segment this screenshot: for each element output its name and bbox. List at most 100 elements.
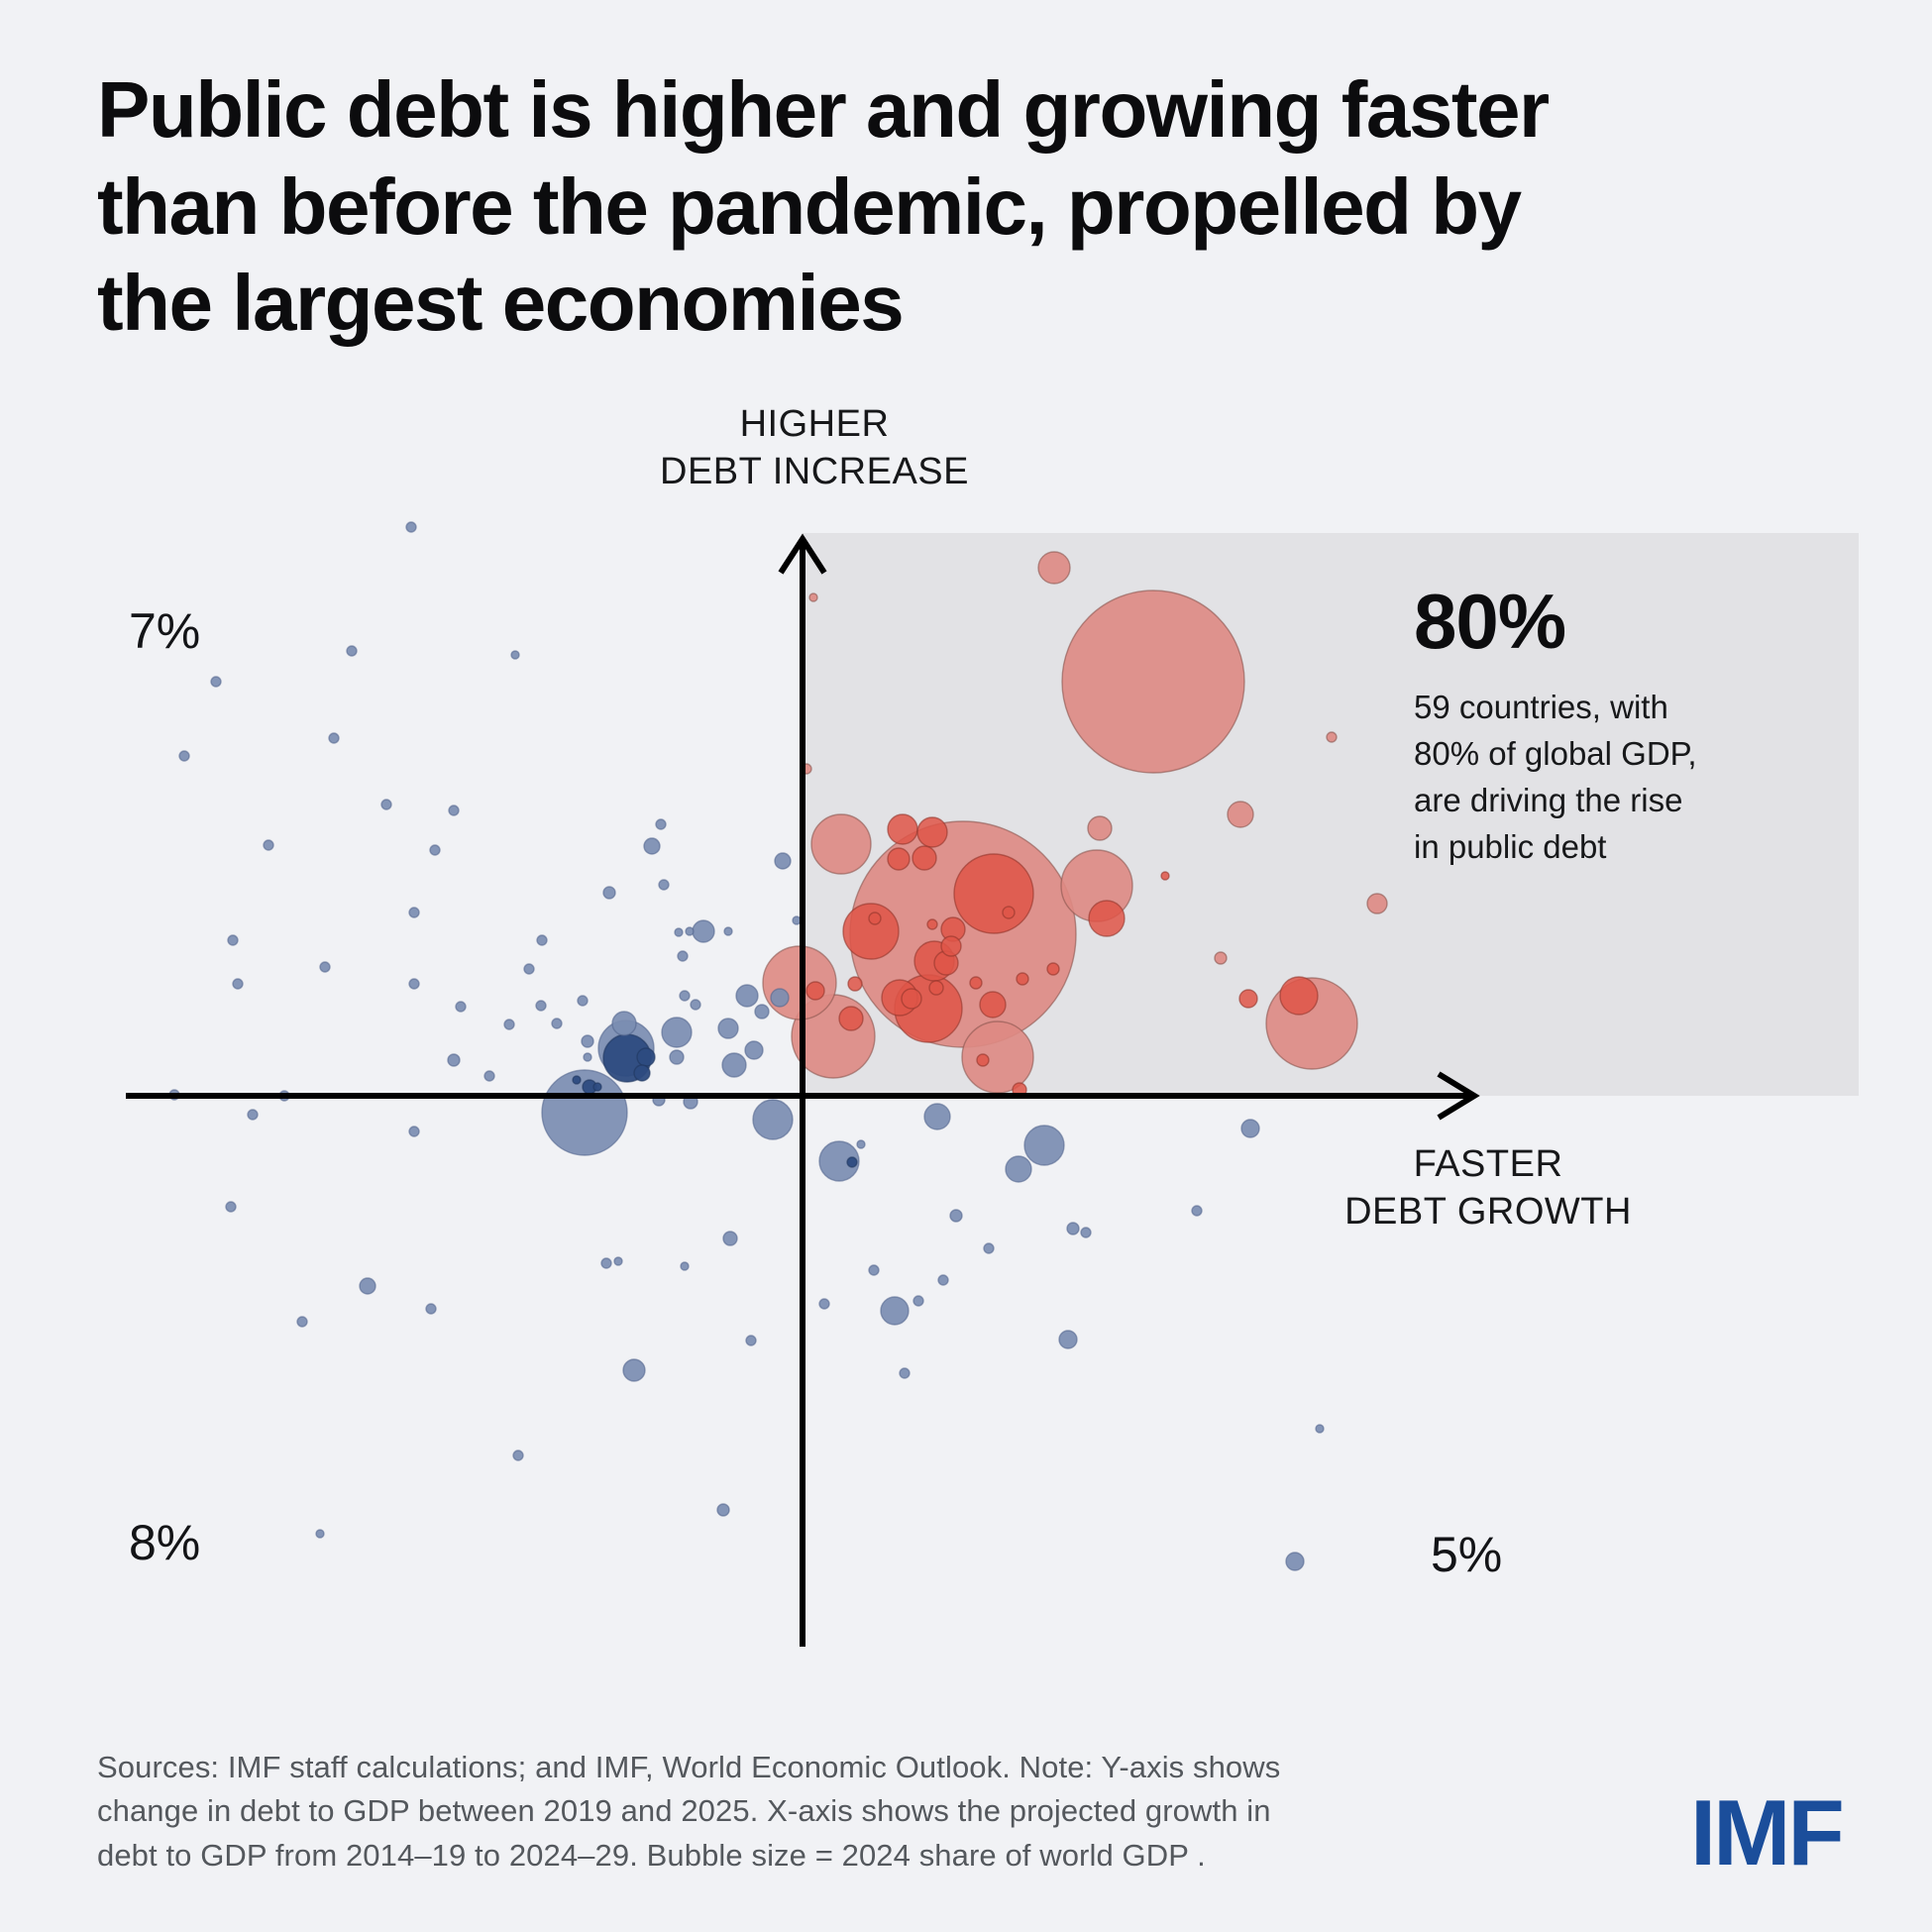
source-note-line-2: change in debt to GDP between 2019 and 2… xyxy=(97,1793,1271,1829)
bubble-lb xyxy=(232,978,244,990)
bubble-lr xyxy=(810,813,872,875)
bubble-lb xyxy=(912,1295,924,1307)
bubble-lb xyxy=(722,1231,738,1246)
bubble-lb xyxy=(692,919,715,943)
bubble-lb xyxy=(754,1004,770,1020)
bubble-lb xyxy=(868,1264,880,1276)
bubble-lb xyxy=(1066,1222,1080,1235)
bubble-lr xyxy=(1326,731,1338,743)
bubble-lb xyxy=(717,1018,739,1039)
bubble-lb xyxy=(622,1358,646,1382)
bubble-lb xyxy=(210,676,222,688)
bubble-lb xyxy=(600,1257,612,1269)
bubble-lb xyxy=(296,1316,308,1328)
bubble-lb xyxy=(536,934,548,946)
bubble-dr xyxy=(838,1006,864,1031)
bubble-dr xyxy=(1238,989,1258,1009)
bubble-dr xyxy=(928,980,944,996)
bubble-dr xyxy=(926,918,938,930)
bubble-dr xyxy=(1279,976,1319,1016)
bubble-lb xyxy=(551,1018,563,1029)
bubble-lb xyxy=(503,1019,515,1030)
bubble-lb xyxy=(880,1296,910,1326)
bubble-db xyxy=(633,1064,651,1082)
bubble-lb xyxy=(1058,1330,1078,1349)
bubble-lb xyxy=(380,799,392,810)
bubble-lb xyxy=(1191,1205,1203,1217)
bubble-lb xyxy=(541,1069,628,1156)
x-axis-label: FASTER DEBT GROWTH xyxy=(1344,1141,1632,1235)
callout-body-line-3: are driving the rise xyxy=(1414,781,1683,818)
bubble-dr xyxy=(940,935,962,957)
bubble-lr xyxy=(1037,551,1071,585)
bubble-dr xyxy=(1002,906,1016,919)
bubble-lb xyxy=(723,926,733,936)
bubble-lb xyxy=(319,961,331,973)
bubble-lb xyxy=(774,852,792,870)
bubble-db xyxy=(846,1156,858,1168)
callout-body-line-4: in public debt xyxy=(1414,827,1607,865)
bubble-lb xyxy=(669,1049,685,1065)
bubble-dr xyxy=(887,847,911,871)
bubble-db xyxy=(636,1047,656,1067)
bubble-dr xyxy=(969,976,983,990)
bubble-dr xyxy=(1016,972,1029,986)
source-note-line-1: Sources: IMF staff calculations; and IMF… xyxy=(97,1750,1281,1784)
bubble-lb xyxy=(937,1274,949,1286)
bubble-lb xyxy=(178,750,190,762)
annotation-bottom-right: 5% xyxy=(1431,1527,1503,1582)
bubble-lb xyxy=(661,1017,693,1048)
bubble-dr xyxy=(976,1053,990,1067)
bubble-lr xyxy=(1366,893,1388,914)
bubble-lr xyxy=(1087,815,1113,841)
bubble-lb xyxy=(581,1034,594,1048)
source-note: Sources: IMF staff calculations; and IMF… xyxy=(97,1746,1280,1878)
bubble-lb xyxy=(643,837,661,855)
bubble-lb xyxy=(1080,1227,1092,1238)
bubble-lb xyxy=(745,1335,757,1346)
bubble-dr xyxy=(842,903,900,960)
bubble-lb xyxy=(523,963,535,975)
bubble-lb xyxy=(602,886,616,900)
bubble-lb xyxy=(677,950,689,962)
bubble-lb xyxy=(227,934,239,946)
bubble-dr xyxy=(912,845,937,871)
bubble-lb xyxy=(583,1052,592,1062)
bubble-lb xyxy=(716,1503,730,1517)
bubble-lb xyxy=(408,907,420,918)
bubble-lb xyxy=(1315,1424,1325,1434)
bubble-lb xyxy=(535,1000,547,1012)
callout-headline: 80% xyxy=(1414,578,1566,665)
bubble-lb xyxy=(346,645,358,657)
bubble-lb xyxy=(225,1201,237,1213)
title-line-2: than before the pandemic, propelled by xyxy=(97,161,1522,251)
x-axis-label-line-1: FASTER xyxy=(1413,1143,1563,1185)
bubble-lb xyxy=(448,805,460,816)
y-axis-arrowhead xyxy=(778,533,827,575)
title-line-1: Public debt is higher and growing faster xyxy=(97,65,1550,154)
bubble-db xyxy=(572,1075,582,1085)
bubble-dr xyxy=(1046,962,1060,976)
bubble-lb xyxy=(770,988,790,1008)
bubble-lr xyxy=(961,1020,1034,1094)
y-axis-label-line-1: HIGHER xyxy=(739,403,890,445)
bubble-dr xyxy=(953,853,1034,934)
bubble-lb xyxy=(328,732,340,744)
bubble-lb xyxy=(315,1529,325,1539)
bubble-lb xyxy=(405,521,417,533)
title-line-3: the largest economies xyxy=(97,259,905,348)
bubble-dr xyxy=(805,981,825,1001)
callout-body-line-2: 80% of global GDP, xyxy=(1414,734,1697,772)
bubble-lb xyxy=(856,1139,866,1149)
bubble-lb xyxy=(983,1242,995,1254)
bubble-lb xyxy=(408,978,420,990)
bubble-lb xyxy=(721,1052,747,1078)
bubble-lb xyxy=(818,1140,860,1182)
bubble-lb xyxy=(818,1298,830,1310)
bubble-lb xyxy=(690,999,701,1011)
highlight-callout: 80% 59 countries, with 80% of global GDP… xyxy=(1414,577,1840,870)
bubble-lb xyxy=(455,1001,467,1013)
bubble-dr xyxy=(868,912,882,925)
